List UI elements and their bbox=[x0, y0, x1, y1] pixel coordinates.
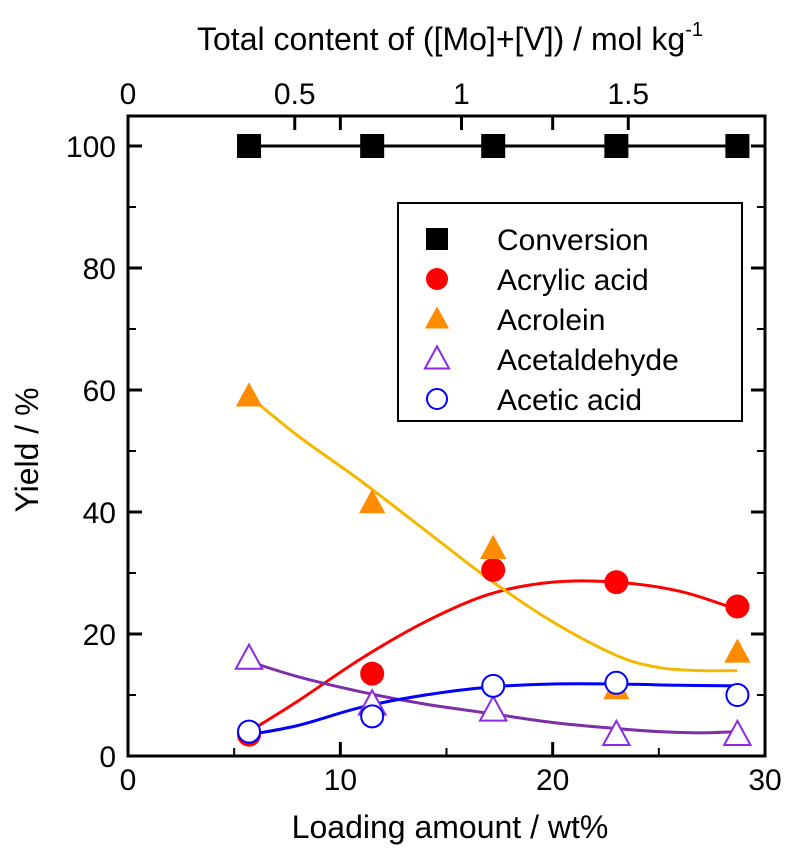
legend-marker-acrylic-acid bbox=[426, 268, 448, 290]
y-tick-label: 0 bbox=[99, 741, 116, 774]
marker-acrylic-acid bbox=[604, 570, 629, 595]
x2-tick-label: 1 bbox=[453, 78, 470, 111]
marker-acetic-acid bbox=[237, 719, 262, 744]
marker-acetic-acid bbox=[360, 704, 385, 729]
marker-conversion bbox=[237, 134, 262, 158]
marker-acetic-acid bbox=[604, 670, 629, 695]
marker-acetic-acid bbox=[481, 673, 506, 698]
top-axis-title: Total content of ([Mo]+[V]) / mol kg-1 bbox=[197, 19, 703, 57]
legend-label-acetic-acid: Acetic acid bbox=[497, 384, 642, 417]
y-tick-label: 40 bbox=[83, 497, 116, 530]
x2-tick-label: 0 bbox=[120, 78, 137, 111]
y-tick-label: 60 bbox=[83, 375, 116, 408]
marker-acrylic-acid bbox=[725, 594, 750, 619]
marker-acrylic-acid bbox=[360, 661, 385, 686]
legend-label-acetaldehyde: Acetaldehyde bbox=[497, 344, 679, 377]
legend-label-conversion: Conversion bbox=[497, 224, 649, 257]
fit-line-acrylic-acid bbox=[248, 579, 738, 733]
marker-conversion bbox=[360, 134, 385, 158]
marker-acetaldehyde bbox=[601, 718, 632, 746]
marker-acrolein bbox=[480, 534, 507, 559]
y-tick-label: 20 bbox=[83, 619, 116, 652]
marker-acrolein bbox=[358, 489, 386, 514]
axes-group: 0 10 20 30 0 0.5 1 1.5 0 20 40 60 80 100 bbox=[66, 78, 782, 797]
legend-marker-conversion bbox=[426, 228, 448, 250]
legend-marker-acetaldehyde bbox=[423, 344, 451, 370]
legend-marker-acetic-acid bbox=[426, 388, 448, 410]
legend-marker-acrolein bbox=[424, 306, 450, 329]
bottom-axis-title: Loading amount / wt% bbox=[292, 809, 609, 845]
markers-group bbox=[234, 134, 753, 747]
marker-acrylic-acid bbox=[481, 557, 506, 582]
fit-line-acrolein bbox=[248, 394, 738, 673]
marker-conversion bbox=[604, 134, 629, 158]
marker-conversion bbox=[481, 134, 506, 158]
marker-acetaldehyde bbox=[478, 694, 509, 722]
marker-acetaldehyde bbox=[234, 642, 264, 670]
marker-acetaldehyde bbox=[722, 718, 753, 746]
x-tick-label: 0 bbox=[120, 764, 137, 797]
y-tick-label: 80 bbox=[83, 253, 116, 286]
fit-line-acetaldehyde bbox=[248, 660, 738, 735]
marker-acrolein bbox=[235, 382, 263, 407]
marker-acetic-acid bbox=[725, 683, 750, 707]
x2-tick-label: 1.5 bbox=[607, 78, 649, 111]
x-tick-label: 10 bbox=[324, 764, 357, 797]
legend-label-acrylic-acid: Acrylic acid bbox=[497, 264, 649, 297]
legend-box bbox=[397, 202, 743, 422]
marker-acrolein bbox=[724, 638, 751, 663]
x-tick-label: 30 bbox=[748, 764, 781, 797]
y-tick-label: 100 bbox=[66, 131, 116, 164]
top-axis-title-superscript: -1 bbox=[685, 19, 703, 41]
legend: Conversion Acrylic acid Acrolein Acetaldehy… bbox=[397, 202, 743, 422]
left-axis-title: Yield / % bbox=[9, 387, 45, 512]
x-tick-label: 20 bbox=[536, 764, 569, 797]
marker-conversion bbox=[725, 134, 750, 158]
x2-tick-label: 0.5 bbox=[274, 78, 316, 111]
legend-label-acrolein: Acrolein bbox=[497, 304, 605, 337]
